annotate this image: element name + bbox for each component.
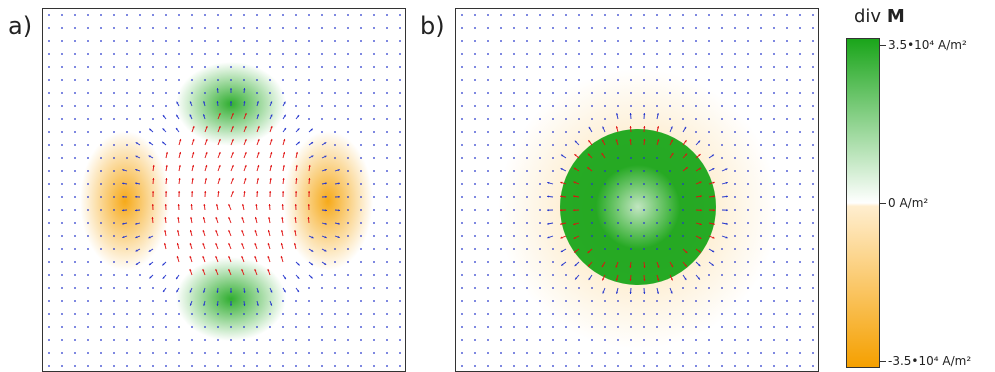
panel-b-arrows: [461, 14, 814, 367]
colorbar-max-label: 3.5•10⁴ A/m²: [880, 38, 967, 52]
colorbar-title: div M: [854, 6, 905, 27]
panel-a-svg: [48, 14, 401, 367]
panel-a-arrows: [48, 14, 401, 367]
panel-a-label: a): [8, 12, 33, 40]
panel-b-label: b): [420, 12, 445, 40]
colorbar-gradient: [846, 38, 880, 368]
colorbar-min-label: -3.5•10⁴ A/m²: [880, 354, 971, 368]
panel-b-svg: [461, 14, 814, 367]
colorbar-zero-label: 0 A/m²: [880, 196, 928, 210]
panel-a-vector-field: [42, 8, 406, 372]
panel-b-vector-field: [455, 8, 819, 372]
